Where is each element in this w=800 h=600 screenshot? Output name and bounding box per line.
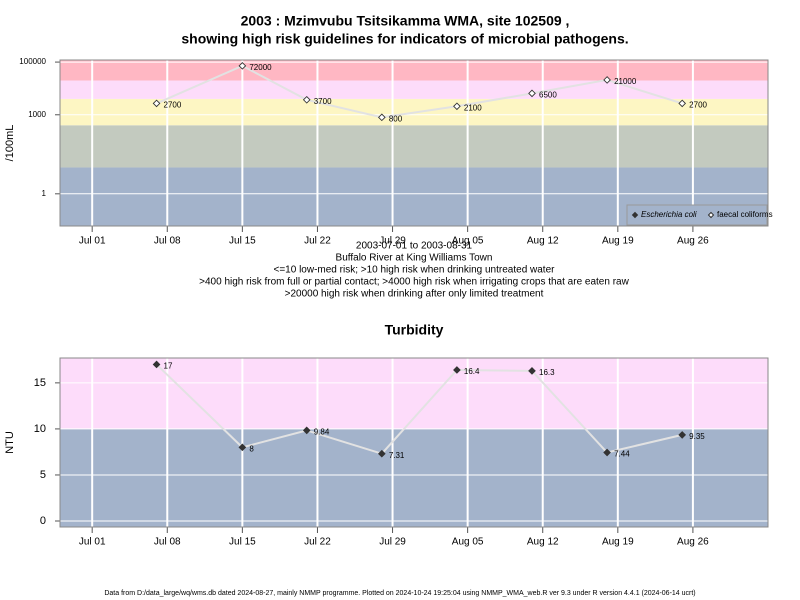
y-tick-label: 1 — [42, 189, 47, 198]
legend-label: Escherichia coli — [641, 210, 697, 219]
x-tick-label: Aug 26 — [677, 236, 709, 247]
data-point — [238, 62, 247, 70]
data-label: 2700 — [164, 101, 182, 110]
data-label: 2700 — [689, 101, 707, 110]
x-tick-label: Jul 08 — [154, 236, 181, 247]
x-tick-label: Aug 05 — [452, 537, 484, 548]
y-axis-label: NTU — [4, 431, 16, 454]
chart-title: Turbidity — [385, 322, 444, 338]
x-tick-label: Jul 29 — [379, 236, 406, 247]
x-tick-label: Aug 05 — [452, 236, 484, 247]
x-tick-label: Jul 15 — [229, 236, 256, 247]
x-tick-label: Jul 15 — [229, 537, 256, 548]
data-label: 8 — [249, 444, 254, 453]
data-label: 17 — [164, 362, 173, 371]
x-tick-label: Aug 19 — [602, 236, 634, 247]
data-label: 6500 — [539, 90, 557, 99]
series-line — [155, 363, 683, 455]
data-point — [603, 448, 611, 457]
data-label: 21000 — [614, 77, 637, 86]
x-tick-label: Jul 01 — [79, 236, 106, 247]
data-label: 9.35 — [689, 432, 705, 441]
chart-title: 2003 : Mzimvubu Tsitsikamma WMA, site 10… — [241, 13, 570, 29]
legend-marker — [707, 211, 715, 219]
data-point — [528, 367, 536, 375]
data-point — [678, 431, 687, 439]
y-axis-label: /100mL — [4, 125, 16, 162]
chart-note: >400 high risk from full or partial cont… — [199, 277, 629, 288]
legend-label: faecal coliforms — [717, 210, 773, 219]
chart-note: 2003-07-01 to 2003-08-31 — [356, 241, 473, 252]
x-tick-label: Aug 12 — [527, 537, 559, 548]
data-point — [678, 99, 687, 108]
legend-marker — [631, 211, 639, 219]
risk-band — [60, 80, 768, 99]
data-label: 16.4 — [464, 367, 480, 376]
risk-band — [60, 125, 768, 168]
x-tick-label: Jul 01 — [79, 537, 106, 548]
legend-box — [626, 204, 768, 226]
y-tick-label: 15 — [34, 377, 46, 389]
x-tick-label: Jul 29 — [379, 537, 406, 548]
data-point — [377, 449, 386, 458]
data-point — [453, 102, 461, 111]
y-tick-label: 1000 — [28, 110, 46, 119]
y-tick-label: 5 — [40, 469, 46, 481]
data-label: 72000 — [249, 63, 272, 72]
footer: Data from D:/data_large/wq/wms.db dated … — [104, 590, 695, 597]
data-label: 800 — [389, 114, 403, 123]
y-tick-label: 100000 — [19, 57, 46, 66]
data-label: 2100 — [464, 103, 482, 112]
plot-frame — [59, 59, 769, 227]
data-point — [377, 113, 386, 122]
x-tick-label: Aug 12 — [527, 236, 559, 247]
plot-frame — [59, 357, 769, 528]
data-point — [603, 76, 611, 84]
data-point — [453, 366, 461, 374]
chart-note: <=10 low-med risk; >10 high risk when dr… — [274, 265, 556, 276]
data-point — [528, 89, 536, 98]
data-label: 7.31 — [389, 451, 405, 460]
data-label: 3700 — [314, 97, 332, 106]
data-label: 9.84 — [314, 427, 330, 436]
data-point — [152, 99, 161, 108]
data-point — [238, 443, 247, 452]
data-point — [302, 95, 311, 104]
chart-note: >20000 high risk when drinking after onl… — [285, 289, 544, 300]
chart-title: showing high risk guidelines for indicat… — [181, 31, 628, 47]
risk-band — [60, 428, 768, 527]
x-tick-label: Jul 22 — [304, 537, 331, 548]
x-tick-label: Aug 19 — [602, 537, 634, 548]
data-label: 16.3 — [539, 368, 555, 377]
x-tick-label: Jul 22 — [304, 236, 331, 247]
x-tick-label: Jul 08 — [154, 537, 181, 548]
data-point — [302, 426, 311, 435]
y-tick-label: 10 — [34, 423, 46, 435]
series-line — [156, 64, 683, 119]
risk-band — [60, 60, 768, 81]
chart-note: Buffalo River at King Williams Town — [336, 253, 493, 264]
data-point — [152, 360, 161, 369]
data-label: 7.44 — [614, 450, 630, 459]
y-tick-label: 0 — [40, 515, 46, 527]
x-tick-label: Aug 26 — [677, 537, 709, 548]
